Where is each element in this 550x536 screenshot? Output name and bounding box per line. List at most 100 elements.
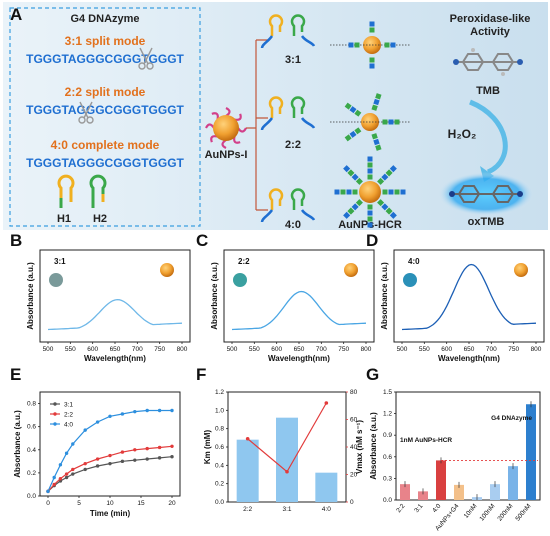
x-axis-label: Time (min) (90, 509, 131, 518)
x-tick-label: 500 (227, 346, 238, 353)
tmb-label: TMB (476, 85, 500, 97)
absorbance-bar (490, 484, 500, 500)
g4-block (355, 177, 363, 185)
uv-panel-1: 2:2 500 550 600 650 700 750 800 Wavelength(nm) Ab… (210, 249, 375, 363)
aunps-i-particle (205, 107, 247, 149)
y2-tick-label: 40 (350, 444, 358, 451)
data-point (71, 442, 75, 446)
panel-label-b: B (10, 231, 22, 250)
x-tick-label: 10nM (463, 503, 479, 520)
x-tick-label: 500 (43, 346, 54, 353)
hairpin-h1 (57, 174, 75, 208)
g4-block (367, 168, 373, 174)
legend-label: 3:1 (64, 402, 73, 409)
g4-block (367, 156, 373, 162)
x-tick-label: 650 (464, 346, 475, 353)
absorbance-bar (454, 484, 464, 500)
g4-block (367, 222, 373, 228)
data-point (64, 472, 69, 476)
sequence-40: TGGGTAGGGCGGGTGGGT (26, 156, 184, 170)
g4-block (369, 63, 375, 69)
data-point (71, 472, 75, 476)
g4-block (394, 119, 400, 125)
g4-block (367, 210, 373, 216)
y-tick-label: 0.6 (383, 454, 392, 461)
x-tick-label: 3:1 (413, 502, 424, 514)
legend-marker (53, 422, 57, 426)
reaction-arrow (469, 99, 508, 175)
y-axis-label: Km (mM) (203, 430, 212, 465)
annotation-hcr: 1nM AuNPs-HCR (400, 437, 452, 444)
y-tick-label: 1.5 (383, 389, 392, 396)
g4-block (382, 119, 388, 125)
g4-block (343, 165, 351, 173)
y-tick-label: 0.8 (215, 426, 224, 433)
y-axis-label: Absorbance (a.u.) (380, 262, 389, 330)
x-tick-label: 700 (486, 346, 497, 353)
chart-kinetics: 0.0 0.2 0.4 0.6 0.8 0 5 10 15 20 3:1 2:2 4:0 Time (mi… (13, 391, 181, 518)
g4-block (340, 189, 346, 195)
activity-label-line2: Activity (470, 26, 511, 38)
g4-block (347, 207, 355, 215)
x-tick-label: 2:2 (243, 506, 252, 513)
km-bar (315, 472, 338, 502)
g4-block (375, 144, 382, 151)
h2o2-label: H₂O₂ (448, 127, 477, 141)
x-tick-label: 600 (271, 346, 282, 353)
g4-block (367, 204, 373, 210)
x-tick-label: 10 (106, 500, 114, 507)
g4-block (389, 211, 397, 219)
x-tick-label: 0 (46, 500, 50, 507)
data-point (95, 457, 100, 461)
km-bar (276, 417, 298, 502)
x-tick-label: 500nM (514, 503, 532, 523)
y-tick-label: 0.4 (27, 447, 36, 454)
g4-box-title: G4 DNAzyme (70, 13, 139, 25)
g4-block (375, 93, 382, 100)
data-point (145, 446, 149, 451)
x-axis-label: Wavelength(nm) (438, 354, 500, 363)
g4-block (390, 42, 396, 48)
uv-panel-0: 3:1 500 550 600 650 700 750 800 Wavelength(nm) Ab… (26, 249, 191, 363)
activity-label-line1: Peroxidase-like (450, 13, 531, 25)
vmax-point (285, 469, 289, 474)
g4-block (371, 133, 378, 140)
x-tick-label: 4:0 (322, 506, 331, 513)
sample-vial-dot (403, 273, 417, 287)
data-point (83, 461, 87, 466)
g4-block (352, 189, 358, 195)
y-tick-label: 0.9 (383, 432, 392, 439)
g4-block (373, 98, 380, 106)
panel-label-d: D (366, 231, 378, 250)
ratio-22-label: 2:2 (285, 139, 301, 151)
scissors-icon (138, 47, 154, 70)
g4-block (349, 130, 357, 138)
g4-block (382, 189, 388, 195)
oxtmb-label: oxTMB (468, 216, 505, 228)
g4-block (369, 21, 375, 27)
panel-label-c: C (196, 231, 208, 250)
data-point (108, 414, 112, 418)
x-tick-label: 600 (87, 346, 98, 353)
h1-label: H1 (57, 213, 71, 225)
g4-block (367, 216, 373, 222)
hairpin-h2 (89, 174, 107, 208)
x-tick-label: 20 (168, 500, 176, 507)
x-tick-label: 750 (338, 346, 349, 353)
data-point (64, 475, 69, 480)
ratio-40-label: 4:0 (285, 219, 301, 231)
panel-a: A G4 DNAzyme 3:1 split mode TGGGTAGGGCGG… (3, 2, 548, 231)
absorbance-curve (47, 298, 183, 331)
x-tick-label: 800 (361, 346, 372, 353)
annotation-g4: G4 DNAzyme (491, 415, 532, 422)
y-tick-label: 0.2 (27, 470, 36, 477)
absorbance-bar (400, 484, 410, 500)
uv-sample-label: 2:2 (238, 257, 250, 266)
g4-block (400, 189, 406, 195)
data-point (145, 457, 149, 461)
panel-label-a: A (10, 5, 22, 24)
branch-lines (246, 39, 268, 211)
data-point (64, 451, 69, 455)
y-tick-label: 0.0 (27, 493, 36, 500)
